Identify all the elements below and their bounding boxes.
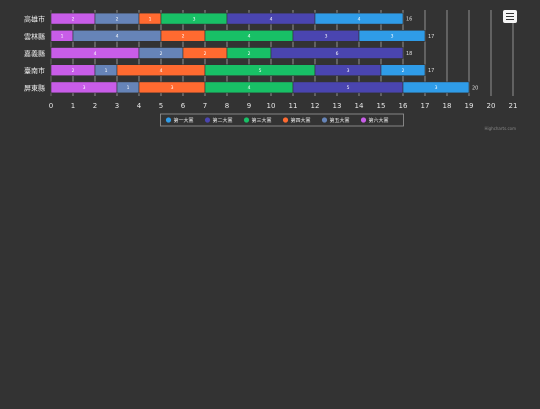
category-label: 高雄市 [24,15,45,24]
legend-marker-icon [165,117,172,123]
data-label: 3 [171,85,174,91]
credit[interactable]: Highcharts.com [485,126,517,131]
legend-label: 第四大黨 [291,117,311,124]
legend-item[interactable]: 第六大黨 [360,117,389,124]
x-tick-label: 18 [443,102,452,110]
data-label: 2 [402,68,405,74]
x-tick-label: 20 [487,102,496,110]
bar-segment[interactable] [270,47,404,59]
data-label: 3 [325,34,328,40]
x-tick-label: 6 [181,102,186,110]
data-label: 2 [72,16,75,22]
data-label: 1 [61,34,64,40]
total-label: 16 [406,17,412,23]
x-tick-label: 11 [289,102,298,110]
data-label: 4 [358,16,361,22]
data-label: 5 [259,68,262,74]
legend-label: 第一大黨 [174,117,194,124]
data-label: 2 [182,34,185,40]
x-tick-label: 5 [159,102,163,110]
data-label: 3 [83,85,86,91]
legend-label: 第六大黨 [369,117,389,124]
legend-item[interactable]: 第五大黨 [321,117,350,124]
x-tick-label: 2 [93,102,97,110]
legend-marker-icon [282,117,289,123]
x-tick-label: 4 [137,102,142,110]
x-tick-label: 19 [465,102,474,110]
total-label: 20 [472,85,478,91]
data-label: 2 [204,51,207,57]
data-label: 2 [160,51,163,57]
data-label: 3 [347,68,350,74]
x-tick-label: 0 [49,102,53,110]
x-tick-label: 16 [399,102,408,110]
x-tick-label: 17 [421,102,430,110]
legend-label: 第三大黨 [252,117,272,124]
category-label: 雲林縣 [24,32,45,41]
data-label: 4 [248,85,251,91]
legend-label: 第二大黨 [213,117,233,124]
x-tick-label: 12 [311,102,320,110]
data-label: 4 [116,34,119,40]
data-label: 3 [193,16,196,22]
category-label: 屏東縣 [24,83,45,92]
legend-item[interactable]: 第一大黨 [165,117,194,124]
data-label: 2 [72,68,75,74]
legend-marker-icon [204,117,211,123]
legend-marker-icon [321,117,328,123]
data-label: 2 [248,51,251,57]
bar-segment[interactable] [402,81,470,94]
x-tick-label: 10 [267,102,276,110]
data-label: 4 [94,51,97,57]
legend-item[interactable]: 第三大黨 [243,117,272,124]
data-label: 6 [336,51,339,57]
x-tick-label: 13 [333,102,342,110]
x-tick-label: 21 [509,102,518,110]
data-label: 1 [127,85,130,91]
bar-segment[interactable] [358,29,426,42]
hamburger-menu-icon[interactable] [503,10,517,23]
value-axis: 0 1 2 3 4 5 6 7 8 9 10 11 12 13 14 15 16 17 18 19 20 21 [49,102,518,110]
total-label: 17 [428,68,434,74]
data-label: 1 [105,68,108,74]
data-label: 4 [270,16,273,22]
x-tick-label: 9 [247,102,251,110]
category-label: 臺南市 [24,66,45,75]
legend-marker-icon [243,117,250,123]
legend-box [160,113,404,127]
data-label: 4 [248,34,251,40]
bars-layer: 2 2 1 3 4 4 16 1 4 2 4 3 3 17 4 2 2 2 6 18 2 1 4 5 3 2 17 3 1 3 4 5 3 20 [50,12,478,94]
legend-item[interactable]: 第二大黨 [204,117,233,124]
bar-segment[interactable] [314,12,404,25]
x-tick-label: 7 [203,102,207,110]
legend: 第一大黨 第二大黨 第三大黨 第四大黨 第五大黨 第六大黨 [160,113,404,127]
x-tick-label: 3 [115,102,119,110]
x-tick-label: 15 [377,102,386,110]
legend-item[interactable]: 第四大黨 [282,117,311,124]
data-label: 1 [149,16,152,22]
category-label: 嘉義縣 [24,49,45,58]
total-label: 17 [428,34,434,40]
data-label: 2 [116,16,119,22]
total-label: 18 [406,51,412,57]
legend-marker-icon [360,117,367,123]
bar-segment[interactable] [380,64,426,76]
data-label: 3 [435,85,438,91]
x-tick-label: 8 [225,102,229,110]
x-tick-label: 1 [71,102,75,110]
x-tick-label: 14 [355,102,364,110]
data-label: 5 [347,85,350,91]
legend-label: 第五大黨 [330,117,350,124]
data-label: 3 [391,34,394,40]
data-label: 4 [160,68,163,74]
